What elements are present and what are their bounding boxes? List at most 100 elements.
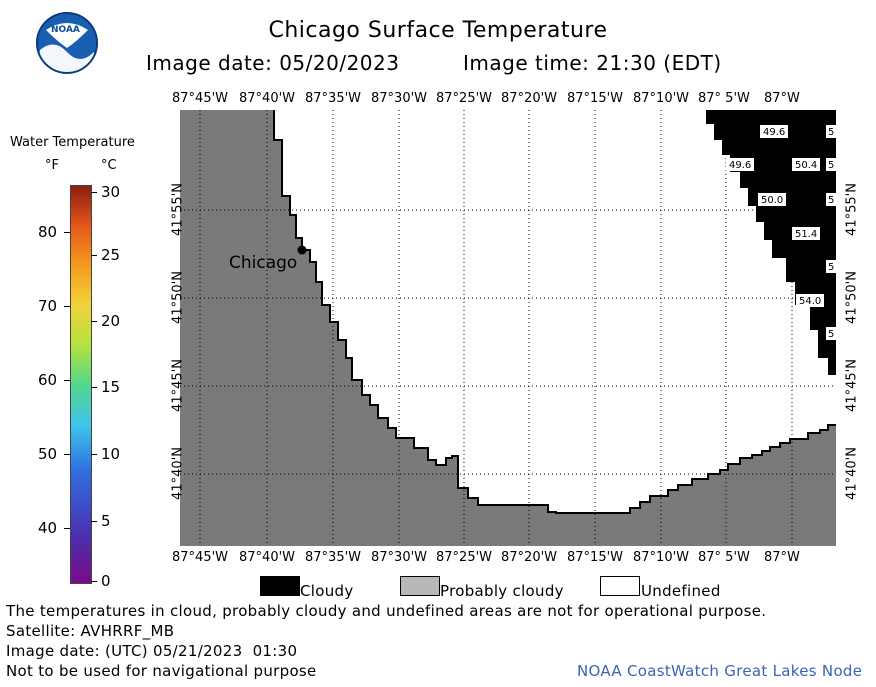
scale-c-tick: 15 xyxy=(101,378,121,396)
logo-text: NOAA xyxy=(51,25,80,35)
cloud-value-text: 50.0 xyxy=(761,195,783,206)
lon-label-bottom: 87°45'W xyxy=(172,550,229,565)
edge-value-box xyxy=(826,158,836,171)
edge-value-text: 5 xyxy=(828,262,834,273)
legend-undefined-label: Undefined xyxy=(641,582,721,600)
scale-tick-mark xyxy=(91,521,97,522)
chicago-marker xyxy=(297,245,307,255)
lon-label-bottom: 87°W xyxy=(764,550,800,565)
satellite-info: Satellite: AVHRRF_MB xyxy=(6,622,175,640)
scale-f-tick: 70 xyxy=(38,297,58,315)
scale-f-label: °F xyxy=(45,158,59,173)
cloud-value-text: 51.4 xyxy=(795,229,817,240)
scale-tick-mark xyxy=(64,306,70,307)
cloud-region xyxy=(706,110,836,375)
scale-tick-mark xyxy=(91,581,97,582)
edge-value-box xyxy=(826,260,836,273)
cloud-value-text: 50.4 xyxy=(795,160,817,171)
edge-value-box xyxy=(826,327,836,340)
cloud-value-labels: 49.6 49.6 50.4 50.0 51.4 54.0 5 5 5 5 5 xyxy=(726,125,836,340)
lon-label-bottom: 87°15'W xyxy=(567,550,624,565)
image-time: Image time: 21:30 (EDT) xyxy=(463,51,722,75)
legend-probably-cloudy-swatch xyxy=(400,576,440,596)
scale-f-tick: 60 xyxy=(38,371,58,389)
scale-c-tick: 20 xyxy=(101,312,121,330)
scale-f-tick: 40 xyxy=(38,519,58,537)
lon-label-top: 87°10'W xyxy=(633,91,690,106)
noaa-logo: NOAA xyxy=(36,12,98,74)
scale-tick-mark xyxy=(64,454,70,455)
scale-f-tick: 50 xyxy=(38,445,58,463)
scale-c-tick: 10 xyxy=(101,445,121,463)
image-date: Image date: 05/20/2023 xyxy=(146,51,400,75)
scale-tick-mark xyxy=(64,528,70,529)
lon-label-top: 87°35'W xyxy=(305,91,362,106)
scale-c-tick: 0 xyxy=(101,572,111,590)
scale-f-tick: 80 xyxy=(38,223,58,241)
legend-cloudy-label: Cloudy xyxy=(300,582,354,600)
scale-title: Water Temperature xyxy=(10,135,135,150)
scale-tick-mark xyxy=(91,321,97,322)
lon-label-top: 87°W xyxy=(764,91,800,106)
scale-tick-mark xyxy=(91,454,97,455)
cloud-value-box xyxy=(796,294,824,307)
lon-label-bottom: 87°20'W xyxy=(501,550,558,565)
city-label: Chicago xyxy=(229,253,298,273)
edge-value-text: 5 xyxy=(828,195,834,206)
scale-c-tick: 25 xyxy=(101,246,121,264)
cloud-value-text: 54.0 xyxy=(799,296,821,307)
scale-c-label: °C xyxy=(101,158,117,173)
lat-label-left: 41°45'N xyxy=(170,359,186,412)
lon-label-bottom: 87°35'W xyxy=(305,550,362,565)
nav-warning: Not to be used for navigational purpose xyxy=(6,662,317,680)
lon-label-bottom: 87°40'W xyxy=(239,550,296,565)
land-region xyxy=(180,110,836,546)
edge-value-box xyxy=(826,193,836,206)
lat-label-right: 41°50'N xyxy=(844,271,860,324)
scale-tick-mark xyxy=(91,255,97,256)
credit: NOAA CoastWatch Great Lakes Node xyxy=(577,662,863,680)
color-scale-bar xyxy=(70,185,92,584)
edge-value-text: 5 xyxy=(828,160,834,171)
scale-tick-mark xyxy=(64,232,70,233)
cloud-value-box xyxy=(792,227,820,240)
lon-label-bottom: 87°25'W xyxy=(436,550,493,565)
edge-value-box xyxy=(826,125,836,138)
edge-value-text: 5 xyxy=(828,127,834,138)
lat-label-left: 41°40'N xyxy=(170,447,186,500)
scale-c-tick: 30 xyxy=(101,183,121,201)
legend-cloudy-swatch xyxy=(260,576,300,596)
cloud-value-text: 49.6 xyxy=(729,160,751,171)
lat-label-right: 41°45'N xyxy=(844,359,860,412)
lon-label-bottom: 87°10'W xyxy=(633,550,690,565)
lon-label-top: 87°40'W xyxy=(239,91,296,106)
disclaimer: The temperatures in cloud, probably clou… xyxy=(6,602,767,620)
lat-label-right: 41°55'N xyxy=(844,183,860,236)
lon-label-top: 87° 5'W xyxy=(698,91,750,106)
lon-label-bottom: 87°30'W xyxy=(371,550,428,565)
legend-undefined-swatch xyxy=(600,576,640,596)
lon-label-top: 87°45'W xyxy=(172,91,229,106)
lon-label-top: 87°30'W xyxy=(371,91,428,106)
legend-probably-cloudy-label: Probably cloudy xyxy=(440,582,564,600)
scale-c-tick: 5 xyxy=(101,512,111,530)
utc-date: Image date: (UTC) 05/21/2023 01:30 xyxy=(6,642,298,660)
lon-label-top: 87°25'W xyxy=(436,91,493,106)
lon-label-top: 87°15'W xyxy=(567,91,624,106)
cloud-value-box xyxy=(760,125,788,138)
scale-tick-mark xyxy=(91,387,97,388)
lon-label-top: 87°20'W xyxy=(501,91,558,106)
cloud-value-box xyxy=(792,158,820,171)
cloud-value-box xyxy=(758,193,786,206)
scale-tick-mark xyxy=(91,192,97,193)
lat-label-left: 41°55'N xyxy=(170,183,186,236)
cloud-value-box xyxy=(726,158,754,171)
lat-label-left: 41°50'N xyxy=(170,271,186,324)
scale-tick-mark xyxy=(64,380,70,381)
lon-label-bottom: 87° 5'W xyxy=(698,550,750,565)
edge-value-text: 5 xyxy=(828,329,834,340)
page-title: Chicago Surface Temperature xyxy=(268,18,608,43)
graticule xyxy=(180,110,836,546)
lat-label-right: 41°40'N xyxy=(844,447,860,500)
